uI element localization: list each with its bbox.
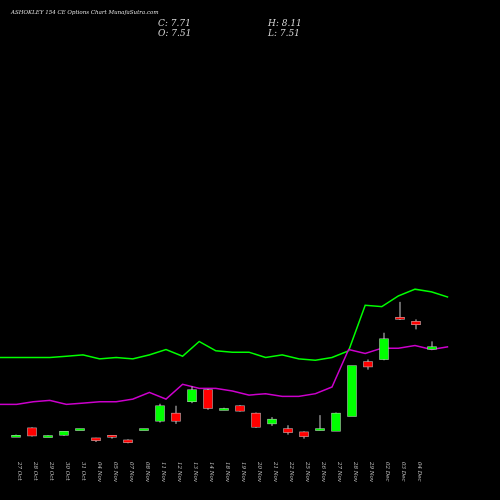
candle [395, 301, 405, 321]
x-tick-label: 29 Nov [368, 461, 374, 483]
high-value: H: 8.11 [268, 19, 302, 29]
x-tick-label: 19 Nov [240, 462, 246, 483]
candle-body [331, 412, 341, 432]
candle-body [411, 321, 421, 325]
close-value: C: 7.71 [158, 19, 191, 29]
candle-body [219, 408, 229, 411]
candle [203, 389, 213, 410]
candle [155, 403, 165, 423]
candle-body [59, 430, 69, 436]
candle-body [251, 412, 261, 428]
x-tick-label: 12 Nov [176, 462, 182, 483]
x-tick-label: 04 Nov [96, 462, 102, 483]
x-tick-label: 29 Oct [48, 461, 54, 481]
x-tick-label: 07 Nov [128, 462, 134, 483]
x-tick-label: 27 Nov [336, 461, 342, 483]
candle-body [91, 437, 101, 441]
x-tick-label: 18 Nov [224, 462, 230, 483]
candle-body [11, 435, 21, 438]
candle [299, 431, 309, 439]
candle [27, 427, 37, 437]
candle [219, 407, 229, 411]
candle [171, 405, 181, 424]
candle [427, 341, 437, 350]
candle-body [379, 338, 389, 360]
chart-title: ASHOKLEY 154 CE Options Chart MunafaSutr… [11, 10, 159, 16]
candle-body [299, 431, 309, 437]
x-axis-labels: 27 Oct 28 Oct 29 Oct 30 Oct 31 Oct 04 Nov 05 N… [16, 461, 422, 483]
candle [123, 439, 133, 444]
x-tick-label: 08 Nov [144, 462, 150, 483]
x-tick-label: 30 Oct [64, 462, 70, 481]
candle-body [123, 439, 133, 443]
candle-body [171, 412, 181, 422]
candle-body [363, 361, 373, 368]
candle [187, 386, 197, 404]
candle [235, 405, 245, 412]
x-tick-label: 04 Dec [416, 462, 422, 482]
candle [347, 365, 357, 417]
candle [75, 428, 85, 431]
candle [43, 435, 53, 438]
indicator-line-1 [0, 288, 449, 361]
x-tick-label: 20 Nov [256, 461, 262, 483]
candle-body [187, 389, 197, 403]
candle-body [347, 365, 357, 417]
indicator-lines [0, 288, 449, 406]
candle-body [43, 435, 53, 438]
candle-body [203, 389, 213, 409]
candle [379, 332, 389, 361]
low-value: L: 7.51 [268, 29, 300, 39]
x-tick-label: 22 Nov [288, 461, 294, 483]
candle [251, 412, 261, 428]
candle [139, 428, 149, 431]
candle [267, 417, 277, 426]
x-tick-label: 28 Oct [32, 461, 38, 481]
candle-body [75, 428, 85, 431]
candle-body [235, 405, 245, 412]
candle-body [427, 346, 437, 350]
candle-body [27, 427, 37, 437]
candle [11, 434, 21, 438]
x-tick-label: 27 Oct [16, 461, 22, 481]
x-tick-label: 25 Nov [304, 461, 310, 483]
candle [331, 412, 341, 432]
x-tick-label: 21 Nov [272, 461, 278, 483]
candle-body [315, 428, 325, 431]
candle-body [267, 418, 277, 425]
x-tick-label: 13 Nov [192, 462, 198, 483]
x-tick-label: 28 Nov [352, 461, 358, 483]
open-value: O: 7.51 [158, 29, 192, 39]
candle [107, 434, 117, 439]
candle-body [107, 435, 117, 438]
candle [91, 437, 101, 442]
x-tick-label: 26 Nov [320, 461, 326, 483]
x-tick-label: 11 Nov [160, 462, 166, 483]
candle [411, 319, 421, 330]
candle-body [139, 428, 149, 431]
x-tick-label: 03 Dec [400, 462, 406, 482]
candlesticks [11, 301, 437, 444]
candle [315, 415, 325, 431]
x-tick-label: 02 Dec [384, 462, 390, 482]
x-tick-label: 14 Nov [208, 462, 214, 483]
candle [283, 425, 293, 435]
x-tick-label: 05 Nov [112, 462, 118, 483]
indicator-line-2 [0, 344, 449, 406]
candle-body [395, 317, 405, 320]
x-tick-label: 31 Oct [80, 462, 86, 481]
candle-body [283, 428, 293, 433]
candle [363, 359, 373, 370]
candle-body [155, 405, 165, 422]
candle [59, 430, 69, 436]
